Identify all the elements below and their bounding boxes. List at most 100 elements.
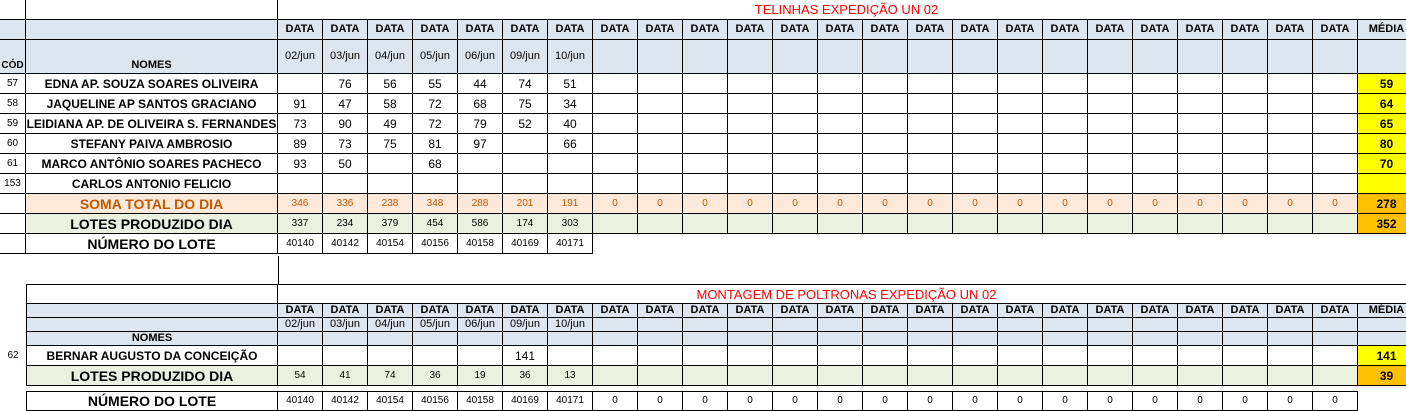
value-cell[interactable] (818, 74, 863, 94)
value-cell[interactable] (1133, 154, 1178, 174)
value-cell[interactable] (773, 346, 818, 366)
value-cell[interactable]: 73 (323, 134, 368, 154)
value-cell[interactable] (1178, 94, 1223, 114)
lotes-produzido-value[interactable] (1223, 366, 1268, 386)
value-cell[interactable] (728, 174, 773, 194)
value-cell[interactable] (593, 134, 638, 154)
value-cell[interactable]: 44 (458, 74, 503, 94)
value-cell[interactable] (413, 174, 458, 194)
value-cell[interactable]: 51 (548, 74, 593, 94)
value-cell[interactable] (1043, 134, 1088, 154)
value-cell[interactable] (728, 134, 773, 154)
value-cell[interactable]: 74 (503, 74, 548, 94)
value-cell[interactable] (1313, 134, 1358, 154)
value-cell[interactable] (1223, 114, 1268, 134)
value-cell[interactable] (953, 154, 998, 174)
value-cell[interactable] (1043, 154, 1088, 174)
value-cell[interactable] (953, 94, 998, 114)
value-cell[interactable] (683, 154, 728, 174)
numero-lote-value[interactable]: 0 (818, 391, 863, 411)
value-cell[interactable] (548, 174, 593, 194)
value-cell[interactable] (593, 94, 638, 114)
numero-lote-value[interactable]: 0 (1133, 391, 1178, 411)
value-cell[interactable] (1178, 154, 1223, 174)
lotes-produzido-value[interactable] (1043, 214, 1088, 234)
value-cell[interactable] (1313, 154, 1358, 174)
lotes-produzido-value[interactable] (863, 366, 908, 386)
value-cell[interactable] (773, 174, 818, 194)
value-cell[interactable] (1088, 346, 1133, 366)
value-cell[interactable] (818, 154, 863, 174)
value-cell[interactable]: 50 (323, 154, 368, 174)
numero-lote-value[interactable]: 40140 (278, 391, 323, 411)
value-cell[interactable] (1223, 94, 1268, 114)
lotes-produzido-value[interactable] (908, 214, 953, 234)
value-cell[interactable]: 89 (278, 134, 323, 154)
value-cell[interactable] (1268, 154, 1313, 174)
numero-lote-value[interactable]: 40140 (278, 234, 323, 254)
value-cell[interactable] (548, 346, 593, 366)
value-cell[interactable] (1268, 346, 1313, 366)
lotes-produzido-value[interactable]: 303 (548, 214, 593, 234)
numero-lote-value[interactable]: 40169 (503, 391, 548, 411)
value-cell[interactable] (998, 134, 1043, 154)
value-cell[interactable] (818, 114, 863, 134)
value-cell[interactable] (773, 154, 818, 174)
value-cell[interactable]: 72 (413, 114, 458, 134)
value-cell[interactable]: 68 (458, 94, 503, 114)
value-cell[interactable] (728, 154, 773, 174)
numero-lote-value[interactable]: 0 (683, 391, 728, 411)
value-cell[interactable]: 81 (413, 134, 458, 154)
lotes-produzido-value[interactable] (908, 366, 953, 386)
lotes-produzido-value[interactable] (1268, 214, 1313, 234)
lotes-produzido-value[interactable]: 19 (458, 366, 503, 386)
value-cell[interactable] (1313, 114, 1358, 134)
lotes-produzido-value[interactable] (1223, 214, 1268, 234)
value-cell[interactable] (728, 114, 773, 134)
value-cell[interactable] (953, 114, 998, 134)
numero-lote-value[interactable]: 0 (953, 391, 998, 411)
value-cell[interactable] (953, 174, 998, 194)
value-cell[interactable]: 93 (278, 154, 323, 174)
numero-lote-value[interactable]: 0 (908, 391, 953, 411)
value-cell[interactable] (863, 154, 908, 174)
lotes-produzido-value[interactable] (1133, 214, 1178, 234)
value-cell[interactable] (908, 134, 953, 154)
lotes-produzido-value[interactable] (1268, 366, 1313, 386)
lotes-produzido-value[interactable]: 13 (548, 366, 593, 386)
numero-lote-value[interactable]: 0 (1313, 391, 1358, 411)
value-cell[interactable]: 91 (278, 94, 323, 114)
numero-lote-value[interactable]: 40169 (503, 234, 548, 254)
value-cell[interactable] (1133, 74, 1178, 94)
lotes-produzido-value[interactable]: 337 (278, 214, 323, 234)
value-cell[interactable] (1088, 134, 1133, 154)
numero-lote-value[interactable]: 0 (1043, 391, 1088, 411)
value-cell[interactable] (1178, 346, 1223, 366)
lotes-produzido-value[interactable] (773, 366, 818, 386)
value-cell[interactable] (1133, 94, 1178, 114)
value-cell[interactable] (728, 94, 773, 114)
value-cell[interactable]: 75 (503, 94, 548, 114)
value-cell[interactable] (773, 134, 818, 154)
numero-lote-value[interactable]: 0 (638, 391, 683, 411)
lotes-produzido-value[interactable] (728, 366, 773, 386)
value-cell[interactable] (593, 74, 638, 94)
value-cell[interactable]: 90 (323, 114, 368, 134)
value-cell[interactable] (1043, 346, 1088, 366)
lotes-produzido-value[interactable] (638, 366, 683, 386)
value-cell[interactable]: 66 (548, 134, 593, 154)
value-cell[interactable] (1223, 134, 1268, 154)
lotes-produzido-value[interactable] (998, 214, 1043, 234)
lotes-produzido-value[interactable] (863, 214, 908, 234)
value-cell[interactable] (1043, 174, 1088, 194)
value-cell[interactable] (683, 346, 728, 366)
numero-lote-value[interactable]: 0 (773, 391, 818, 411)
numero-lote-value[interactable]: 40158 (458, 234, 503, 254)
value-cell[interactable] (863, 174, 908, 194)
value-cell[interactable] (908, 94, 953, 114)
value-cell[interactable] (548, 154, 593, 174)
numero-lote-value[interactable]: 40154 (368, 234, 413, 254)
value-cell[interactable] (863, 134, 908, 154)
value-cell[interactable] (908, 154, 953, 174)
lotes-produzido-value[interactable] (728, 214, 773, 234)
